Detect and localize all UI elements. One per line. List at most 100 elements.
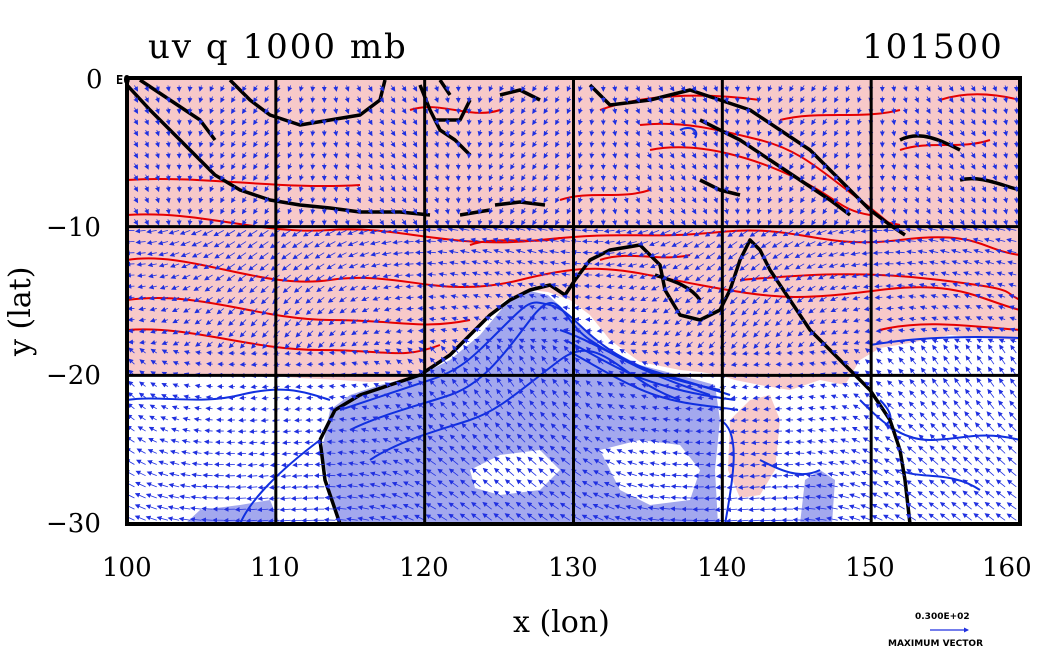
wind-vector xyxy=(444,118,450,126)
wind-vector xyxy=(857,118,862,126)
wind-vector xyxy=(566,107,572,115)
wind-vector xyxy=(778,129,784,137)
wind-vector xyxy=(356,141,361,148)
wind-vector xyxy=(499,129,505,137)
wind-vector xyxy=(992,107,997,115)
wind-vector xyxy=(488,141,494,148)
wind-vector xyxy=(367,118,373,126)
wind-vector xyxy=(672,450,682,456)
wind-vector xyxy=(845,118,851,126)
wind-vector xyxy=(589,141,595,148)
wind-vector xyxy=(379,85,385,92)
wind-vector xyxy=(891,107,897,115)
wind-vector xyxy=(198,96,204,103)
wind-vector xyxy=(401,85,407,92)
wind-vector xyxy=(144,141,149,148)
wind-vector xyxy=(578,141,583,148)
wind-vector xyxy=(822,129,828,137)
wind-vector xyxy=(231,118,236,126)
wind-vector xyxy=(521,129,526,137)
wind-vector xyxy=(133,96,139,103)
wind-vector xyxy=(612,96,618,103)
wind-vector xyxy=(589,85,595,92)
wind-vector xyxy=(466,152,472,159)
wind-vector xyxy=(767,85,773,92)
wind-vector xyxy=(344,85,350,92)
wind-vector xyxy=(287,96,293,103)
wind-vector xyxy=(466,85,472,92)
wind-vector xyxy=(390,118,396,126)
inland-light-patch xyxy=(470,450,560,495)
wind-vector xyxy=(723,129,729,137)
wind-vector xyxy=(466,118,472,126)
wind-vector xyxy=(238,406,247,412)
wind-vector xyxy=(356,85,361,92)
wind-vector xyxy=(401,118,407,126)
wind-vector xyxy=(299,96,304,103)
wind-vector xyxy=(691,140,697,148)
wind-vector xyxy=(510,107,515,114)
wind-vector xyxy=(165,141,171,148)
wind-vector xyxy=(510,129,515,137)
wind-vector xyxy=(589,118,595,126)
wind-vector xyxy=(234,518,247,524)
wind-vector xyxy=(767,141,773,148)
wind-vector xyxy=(658,140,664,148)
wind-vector xyxy=(981,96,987,103)
wind-vector xyxy=(466,107,472,115)
wind-vector xyxy=(796,428,805,434)
wind-vector xyxy=(310,107,316,115)
wind-vector xyxy=(857,129,862,137)
wind-vector xyxy=(792,517,805,523)
wind-vector xyxy=(187,141,193,148)
wind-vector xyxy=(970,129,976,137)
wind-vector xyxy=(405,283,414,289)
wind-vector xyxy=(555,85,560,92)
wind-vector xyxy=(623,129,629,137)
wind-vector xyxy=(822,107,828,114)
wind-vector xyxy=(713,129,718,137)
wind-vector xyxy=(198,85,204,92)
wind-vector xyxy=(379,107,385,114)
wind-vector xyxy=(555,129,560,137)
wind-vector xyxy=(401,129,407,137)
wind-vector xyxy=(235,473,247,479)
wind-vector xyxy=(671,472,682,478)
wind-vector xyxy=(789,140,794,148)
wind-vector xyxy=(231,140,236,148)
wind-vector xyxy=(1013,152,1019,159)
wind-vector xyxy=(713,107,718,115)
wind-vector xyxy=(144,96,149,103)
wind-vector xyxy=(434,141,439,148)
wind-vector xyxy=(1013,196,1019,204)
wind-vector xyxy=(959,85,965,92)
wind-vector xyxy=(287,141,293,148)
wind-vector xyxy=(970,96,976,103)
x-axis-title: x (lon) xyxy=(513,605,610,640)
wind-vector xyxy=(797,394,805,400)
wind-vector xyxy=(723,107,729,115)
wind-vector xyxy=(1013,107,1019,115)
wind-vector xyxy=(165,129,171,137)
wind-vector xyxy=(566,85,572,92)
x-tick-3: 130 xyxy=(548,553,598,583)
wind-vector xyxy=(1003,129,1008,137)
wind-vector xyxy=(187,107,193,115)
wind-vector xyxy=(555,140,560,148)
wind-vector xyxy=(165,107,171,115)
wind-vector xyxy=(299,85,304,92)
wind-vector xyxy=(796,406,805,412)
wind-vector xyxy=(623,118,629,126)
wind-vector xyxy=(198,141,204,148)
wind-vector xyxy=(499,107,505,115)
wind-vector xyxy=(532,118,538,126)
wind-vector xyxy=(834,118,839,126)
wind-vector xyxy=(970,118,976,126)
wind-vector xyxy=(510,140,515,148)
x-tick-6: 160 xyxy=(982,553,1032,583)
wind-vector xyxy=(253,85,258,92)
wind-vector xyxy=(543,96,549,103)
wind-vector xyxy=(670,495,682,501)
wind-vector xyxy=(845,129,851,137)
wind-vector xyxy=(367,107,373,114)
